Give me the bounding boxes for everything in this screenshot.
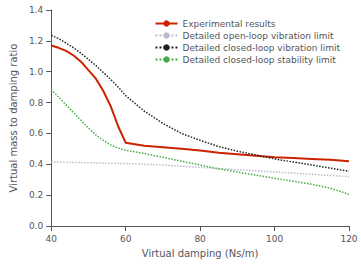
svg-text:0.4: 0.4 bbox=[29, 159, 44, 169]
svg-text:Detailed closed-loop vibration: Detailed closed-loop vibration limit bbox=[182, 43, 340, 53]
svg-text:1.2: 1.2 bbox=[29, 36, 43, 46]
svg-text:0.6: 0.6 bbox=[29, 128, 44, 138]
svg-text:Experimental results: Experimental results bbox=[182, 19, 275, 29]
svg-text:1.0: 1.0 bbox=[29, 67, 44, 77]
svg-text:1.4: 1.4 bbox=[29, 5, 44, 15]
svg-text:0.0: 0.0 bbox=[29, 221, 44, 231]
svg-text:0.8: 0.8 bbox=[29, 98, 44, 108]
svg-text:Detailed open-loop vibration l: Detailed open-loop vibration limit bbox=[182, 31, 334, 41]
svg-text:40: 40 bbox=[45, 234, 57, 244]
svg-text:Detailed closed-loop stability: Detailed closed-loop stability limit bbox=[182, 55, 336, 65]
svg-text:120: 120 bbox=[340, 234, 357, 244]
svg-text:60: 60 bbox=[120, 234, 132, 244]
svg-text:80: 80 bbox=[194, 234, 206, 244]
svg-text:100: 100 bbox=[266, 234, 283, 244]
svg-text:Virtual mass to damping ratio: Virtual mass to damping ratio bbox=[8, 44, 19, 193]
svg-text:0.2: 0.2 bbox=[29, 190, 43, 200]
svg-text:Virtual damping (Ns/m): Virtual damping (Ns/m) bbox=[142, 248, 259, 259]
